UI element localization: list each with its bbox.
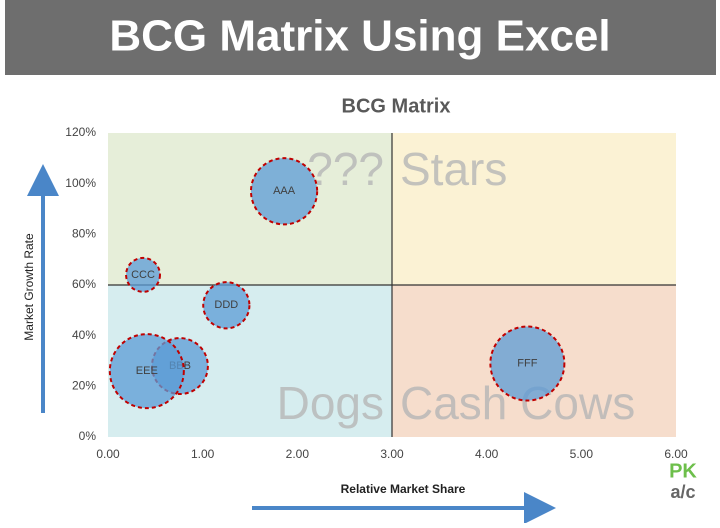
bubble xyxy=(108,333,185,410)
bubble-label: EEE xyxy=(136,365,158,377)
x-tick-label: 0.00 xyxy=(96,447,120,461)
x-tick-label: 1.00 xyxy=(191,447,215,461)
y-tick-label: 120% xyxy=(65,125,96,139)
bubble-label: CCC xyxy=(131,269,155,281)
bubble xyxy=(249,157,319,226)
y-tick-label: 100% xyxy=(65,176,96,190)
bubble-label: AAA xyxy=(273,185,296,197)
quadrant xyxy=(392,133,676,285)
bubble-label: DDD xyxy=(214,299,238,311)
x-tick-label: 2.00 xyxy=(286,447,310,461)
quadrant xyxy=(108,133,392,285)
x-tick-label: 6.00 xyxy=(664,447,688,461)
y-tick-label: 60% xyxy=(72,277,96,291)
y-tick-label: 80% xyxy=(72,227,96,241)
quadrant-label: ??? xyxy=(307,143,384,195)
x-tick-label: 5.00 xyxy=(570,447,594,461)
banner xyxy=(5,0,716,75)
bubble xyxy=(489,325,566,402)
chart-title: BCG Matrix xyxy=(342,95,451,117)
bubble xyxy=(125,256,161,293)
quadrant-label: Stars xyxy=(400,143,507,195)
quadrant-label: Dogs xyxy=(277,377,384,429)
y-tick-label: 40% xyxy=(72,328,96,342)
x-tick-label: 3.00 xyxy=(380,447,404,461)
bubble xyxy=(202,281,251,330)
bubble-label: FFF xyxy=(517,357,537,369)
x-tick-label: 4.00 xyxy=(475,447,499,461)
y-tick-label: 20% xyxy=(72,379,96,393)
page-title: BCG Matrix Using Excel xyxy=(109,12,610,61)
logo-bottom: a/c xyxy=(670,482,695,502)
y-tick-label: 0% xyxy=(79,429,97,443)
y-axis-label: Market Growth Rate xyxy=(22,233,36,341)
logo-top: PK xyxy=(669,460,697,482)
x-axis-label: Relative Market Share xyxy=(341,482,466,496)
